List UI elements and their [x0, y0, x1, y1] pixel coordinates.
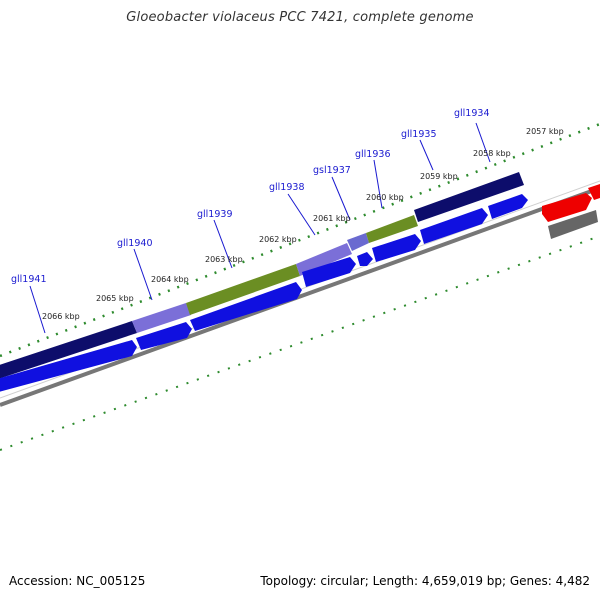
- kbp-label-2057: 2057 kbp: [526, 127, 564, 136]
- cds-gll1941: [0, 340, 137, 392]
- kbp-label-2066: 2066 kbp: [42, 312, 80, 321]
- cog-bars: [0, 172, 524, 379]
- cog-bar-gll1940: [132, 303, 191, 333]
- rrna-arrow-1: [542, 193, 592, 222]
- gray-feature-1: [548, 210, 598, 239]
- map-title: Gloeobacter violaceus PCC 7421, complete…: [126, 10, 474, 25]
- outer-tick-track: [0, 122, 600, 358]
- gene-label-gsl1937: gsl1937: [313, 165, 351, 176]
- cds-arrows: [0, 194, 528, 392]
- cds-gsl1937: [357, 252, 373, 266]
- cds-gll1939: [190, 282, 302, 331]
- cds-gll1938: [302, 257, 356, 287]
- kbp-label-2058: 2058 kbp: [473, 149, 511, 158]
- cog-bar-gll1936: [366, 215, 418, 243]
- gene-label-gll1939: gll1939: [197, 209, 233, 220]
- gene-label-gll1934: gll1934: [454, 108, 490, 119]
- kbp-label-2063: 2063 kbp: [205, 255, 243, 264]
- kbp-label-2062: 2062 kbp: [259, 235, 297, 244]
- kbp-label-2061: 2061 kbp: [313, 214, 351, 223]
- gene-label-gll1938: gll1938: [269, 182, 305, 193]
- cds-gll1935: [420, 208, 488, 244]
- accession-text: Accession: NC_005125: [9, 574, 146, 588]
- cds-gll1936: [372, 234, 421, 262]
- kbp-label-2065: 2065 kbp: [96, 294, 134, 303]
- kbp-label-2064: 2064 kbp: [151, 275, 189, 284]
- kbp-label-2060: 2060 kbp: [366, 193, 404, 202]
- kbp-labels: 2057 kbp 2058 kbp 2059 kbp 2060 kbp 2061…: [42, 127, 564, 321]
- cog-bar-gll1935-1934: [414, 172, 524, 222]
- gene-leaders: [29, 122, 491, 334]
- cds-gll1940: [136, 322, 192, 350]
- gene-labels: gll1934 gll1935 gll1936 gsl1937 gll1938 …: [11, 108, 490, 285]
- cog-bar-gll1939: [186, 264, 300, 315]
- cog-bar-gll1941: [0, 321, 137, 379]
- genome-summary-text: Topology: circular; Length: 4,659,019 bp…: [260, 574, 590, 588]
- cog-bar-gll1938: [296, 243, 352, 276]
- cog-bar-gsl1937: [347, 233, 369, 251]
- gene-label-gll1935: gll1935: [401, 129, 437, 140]
- rrna-arrow-2: [588, 184, 600, 200]
- gene-label-gll1940: gll1940: [117, 238, 153, 249]
- gene-label-gll1936: gll1936: [355, 149, 391, 160]
- gene-label-gll1941: gll1941: [11, 274, 47, 285]
- kbp-label-2059: 2059 kbp: [420, 172, 458, 181]
- rrna-features: [542, 184, 600, 239]
- cds-gll1934: [488, 194, 528, 219]
